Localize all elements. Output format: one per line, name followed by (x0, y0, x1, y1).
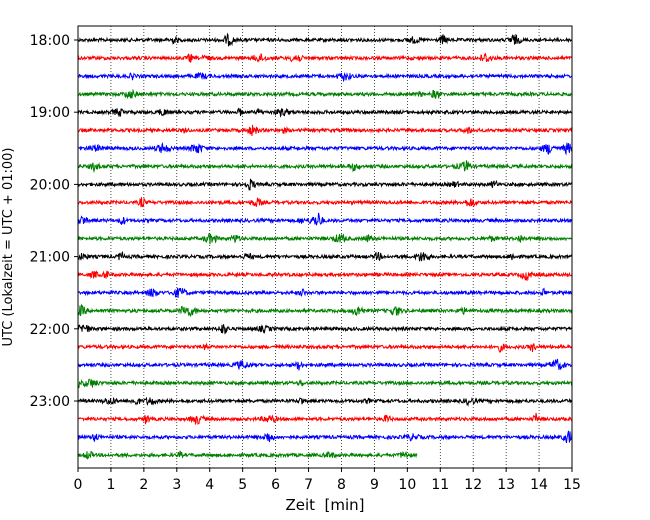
trace-2045 (77, 233, 573, 245)
x-tick-label: 5 (238, 477, 247, 493)
trace-2330 (77, 430, 573, 444)
x-tick-label: 0 (74, 477, 83, 493)
trace-2245 (77, 378, 573, 389)
x-axis-ticks: 0 1 2 3 4 5 6 7 8 9 10 11 12 13 14 15 (74, 468, 581, 493)
trace-1830 (77, 71, 573, 83)
trace-2100 (77, 250, 573, 262)
plot-frame (77, 25, 573, 469)
trace-1900 (77, 107, 573, 118)
x-tick-label: 15 (563, 477, 581, 493)
trace-2000 (77, 178, 573, 191)
x-tick-label: 13 (497, 477, 515, 493)
trace-2230 (77, 358, 573, 371)
x-tick-label: 11 (431, 477, 449, 493)
y-tick-label: 19:00 (30, 105, 70, 121)
x-tick-label: 10 (398, 477, 416, 493)
trace-2030 (77, 212, 573, 226)
y-axis-ticks: 18:00 19:00 20:00 21:00 22:00 23:00 (30, 33, 78, 410)
y-tick-label: 20:00 (30, 177, 70, 193)
plot-area (78, 26, 572, 468)
trace-2215 (77, 342, 573, 353)
x-tick-label: 14 (530, 477, 548, 493)
x-tick-label: 1 (106, 477, 115, 493)
x-tick-label: 6 (271, 477, 280, 493)
y-tick-label: 21:00 (30, 250, 70, 266)
trace-2345 (77, 450, 418, 460)
trace-2015 (77, 197, 573, 208)
trace-2115 (77, 270, 573, 282)
y-tick-label: 22:00 (30, 322, 70, 338)
x-tick-label: 3 (172, 477, 181, 493)
trace-2300 (77, 396, 573, 407)
trace-2145 (77, 303, 573, 318)
trace-1800 (77, 32, 573, 47)
trace-1945 (77, 160, 573, 174)
seismic-traces (77, 32, 573, 460)
trace-1915 (77, 124, 573, 136)
trace-1930 (77, 141, 573, 156)
x-tick-label: 4 (205, 477, 214, 493)
x-tick-label: 2 (139, 477, 148, 493)
y-tick-label: 18:00 (30, 33, 70, 49)
trace-1815 (77, 52, 573, 63)
x-axis-label: Zeit [min] (285, 496, 364, 514)
x-tick-label: 12 (464, 477, 482, 493)
x-tick-label: 8 (337, 477, 346, 493)
x-tick-label: 7 (304, 477, 313, 493)
y-tick-label: 23:00 (30, 394, 70, 410)
x-tick-label: 9 (370, 477, 379, 493)
y-axis-label: UTC (Lokalzeit = UTC + 01:00) (1, 148, 16, 347)
trace-1845 (77, 88, 573, 100)
trace-2130 (77, 287, 573, 298)
trace-2200 (77, 324, 573, 335)
trace-2315 (77, 412, 573, 426)
